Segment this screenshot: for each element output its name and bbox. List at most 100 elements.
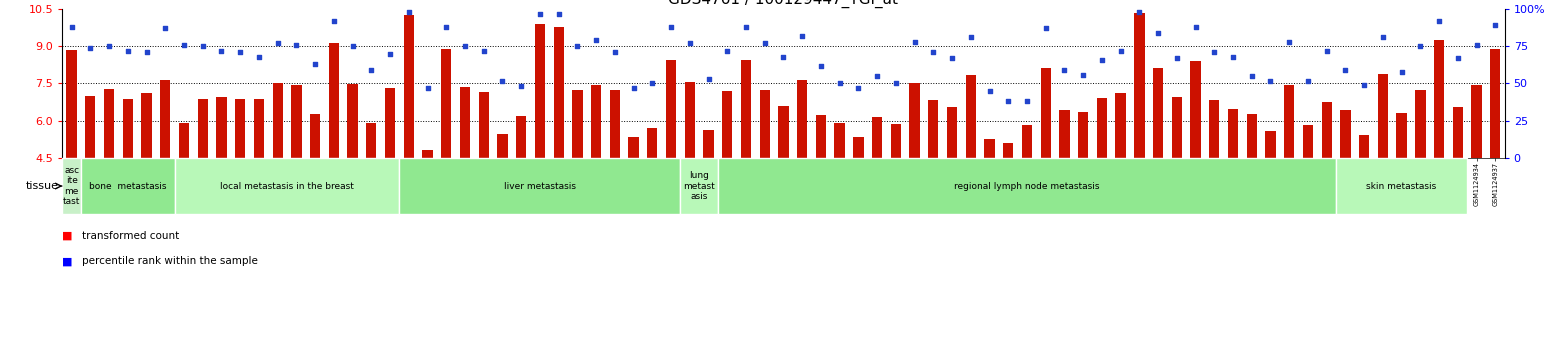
Bar: [1097, 98, 1106, 270]
Bar: [198, 99, 209, 270]
Bar: [909, 83, 920, 270]
Bar: [610, 90, 619, 270]
Bar: [67, 50, 76, 270]
Point: [1390, 69, 1414, 74]
Bar: [666, 60, 677, 270]
Point: [977, 88, 1002, 94]
Bar: [1078, 112, 1088, 270]
Bar: [1041, 68, 1050, 270]
Text: asc
ite
me
tast: asc ite me tast: [62, 166, 81, 206]
Bar: [479, 92, 489, 270]
Bar: [1396, 113, 1407, 270]
Point: [752, 40, 776, 46]
Point: [790, 33, 815, 39]
Bar: [160, 80, 171, 270]
Point: [846, 85, 871, 91]
Bar: [498, 134, 507, 270]
Point: [1239, 73, 1263, 79]
Bar: [1004, 143, 1013, 270]
Bar: [797, 80, 808, 270]
Point: [190, 44, 215, 49]
Bar: [1453, 107, 1463, 270]
Bar: [461, 87, 470, 270]
Bar: [310, 114, 321, 270]
Bar: [647, 128, 658, 270]
Bar: [1022, 125, 1032, 270]
Bar: [1302, 125, 1313, 270]
Bar: [554, 27, 563, 270]
Bar: [685, 82, 696, 270]
Point: [152, 25, 177, 31]
Bar: [1060, 110, 1069, 270]
Point: [602, 49, 627, 55]
Bar: [1246, 114, 1257, 270]
Point: [1296, 78, 1321, 83]
Bar: [62, 158, 81, 214]
Point: [246, 54, 271, 60]
Text: liver metastasis: liver metastasis: [504, 182, 576, 191]
Bar: [741, 60, 752, 270]
Point: [1277, 39, 1302, 45]
Point: [902, 39, 927, 45]
Point: [958, 34, 983, 40]
Point: [527, 11, 552, 16]
Point: [996, 98, 1021, 104]
Bar: [680, 158, 717, 214]
Point: [1127, 9, 1151, 15]
Bar: [1153, 68, 1164, 270]
Point: [1052, 67, 1077, 73]
Point: [303, 61, 328, 67]
Point: [115, 48, 140, 54]
Point: [1164, 55, 1189, 61]
Bar: [1172, 97, 1183, 270]
Point: [772, 54, 797, 60]
Text: percentile rank within the sample: percentile rank within the sample: [82, 256, 258, 266]
Bar: [890, 124, 901, 270]
Bar: [104, 89, 114, 270]
Bar: [1377, 74, 1388, 270]
Bar: [853, 137, 864, 270]
Bar: [216, 97, 227, 270]
Point: [696, 76, 720, 82]
Bar: [985, 139, 994, 270]
Point: [546, 11, 571, 16]
Text: local metastasis in the breast: local metastasis in the breast: [219, 182, 353, 191]
Text: regional lymph node metastasis: regional lymph node metastasis: [954, 182, 1100, 191]
Point: [1464, 42, 1489, 48]
Bar: [440, 49, 451, 270]
Bar: [703, 130, 714, 270]
Bar: [517, 116, 526, 270]
Bar: [1265, 131, 1276, 270]
Bar: [871, 117, 882, 270]
Point: [884, 81, 909, 86]
Point: [227, 49, 252, 55]
Bar: [400, 158, 680, 214]
Point: [865, 73, 890, 79]
Point: [397, 9, 422, 15]
Bar: [834, 123, 845, 270]
Point: [96, 44, 121, 49]
Bar: [759, 90, 770, 270]
Point: [265, 40, 289, 46]
Point: [1201, 49, 1226, 55]
Bar: [86, 96, 95, 270]
Bar: [1337, 158, 1467, 214]
Bar: [347, 84, 358, 270]
Point: [1220, 54, 1245, 60]
Point: [283, 42, 308, 48]
Bar: [1209, 100, 1220, 270]
Bar: [179, 123, 190, 270]
Bar: [81, 158, 174, 214]
Point: [1408, 44, 1433, 49]
Point: [677, 40, 702, 46]
Point: [1371, 34, 1396, 40]
Bar: [174, 158, 400, 214]
Bar: [573, 90, 582, 270]
Point: [59, 24, 84, 30]
Text: tissue: tissue: [26, 181, 59, 191]
Bar: [778, 106, 789, 270]
Bar: [1472, 85, 1481, 270]
Bar: [1228, 109, 1239, 270]
Point: [1015, 98, 1039, 104]
Bar: [1284, 85, 1295, 270]
